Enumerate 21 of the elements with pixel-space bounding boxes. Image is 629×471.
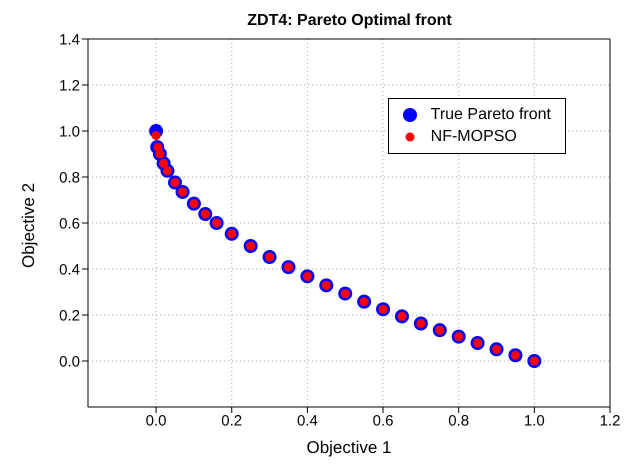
x-axis-title: Objective 1: [306, 438, 392, 457]
chart-title: ZDT4: Pareto Optimal front: [246, 12, 453, 30]
x-tick-label: 1.0: [524, 412, 545, 430]
y-tick-label: 0.0: [59, 353, 80, 370]
legend-label: NF-MOPSO: [430, 128, 517, 146]
y-tick-label: 1.2: [59, 77, 80, 94]
y-tick-label: 1.4: [59, 31, 80, 48]
x-tick-label: 0.4: [296, 412, 318, 430]
x-tick-label: 0.8: [448, 412, 470, 430]
x-tick-label: 0.6: [372, 412, 394, 430]
y-tick-label: 0.2: [59, 307, 80, 324]
y-tick-label: 0.8: [59, 169, 80, 186]
y-tick-label: 1.0: [59, 123, 80, 140]
x-tick-label: 0.0: [146, 412, 167, 430]
point: [152, 131, 161, 140]
legend-label: True Pareto front: [430, 106, 551, 124]
y-tick-label: 0.4: [59, 261, 80, 278]
x-tick-label: 0.2: [221, 412, 242, 430]
y-axis-title: Objective 2: [19, 182, 38, 268]
y-tick-label: 0.6: [59, 215, 80, 232]
x-tick-label: 1.2: [600, 412, 620, 430]
